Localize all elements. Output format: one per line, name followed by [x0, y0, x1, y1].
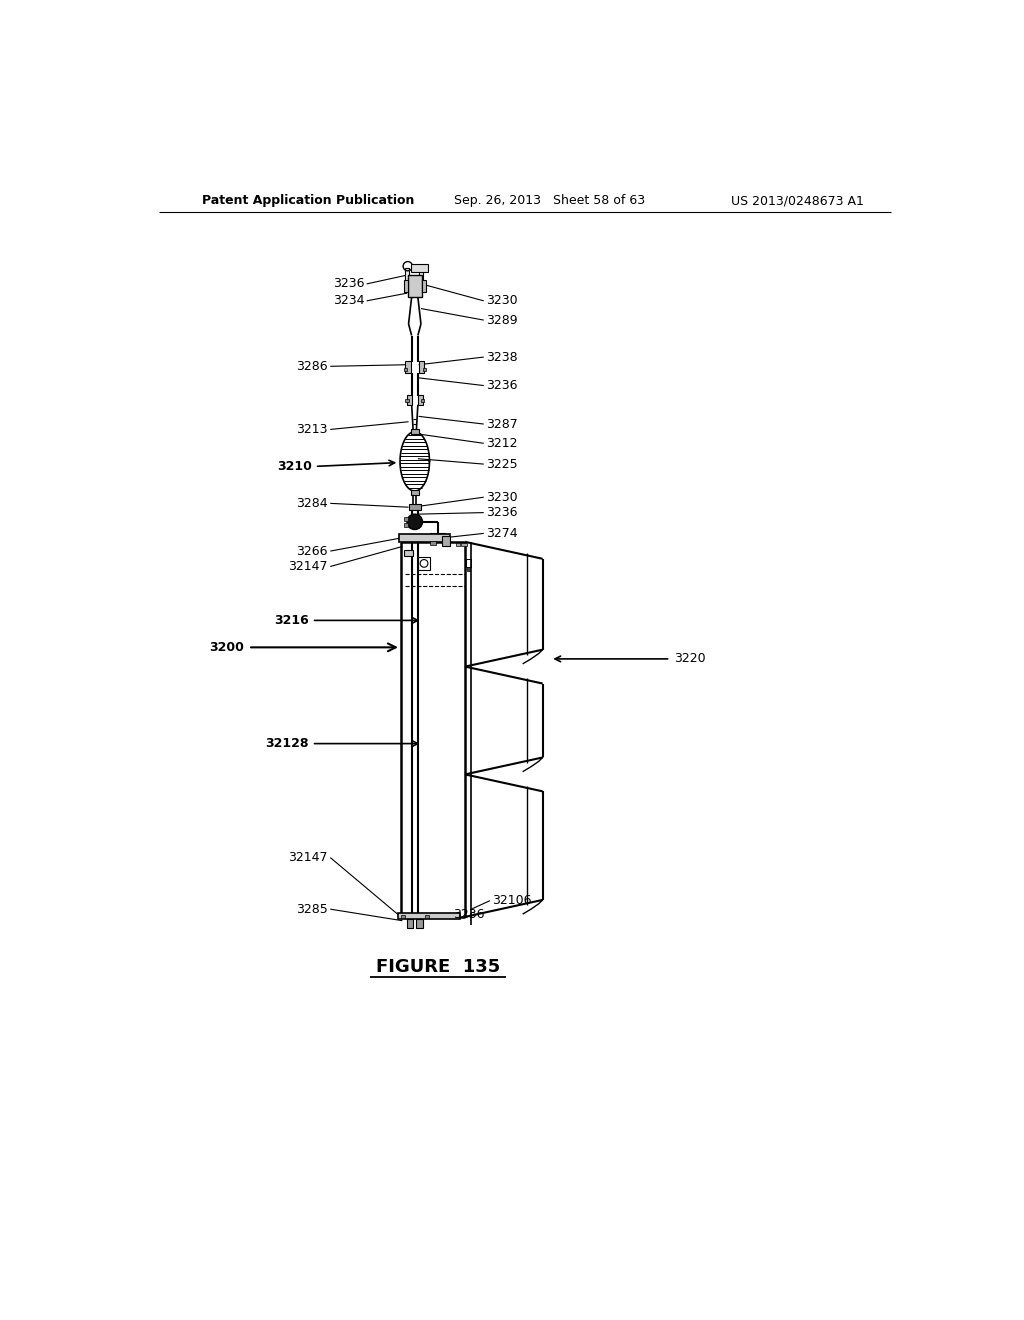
Bar	[399, 535, 450, 543]
Text: 3230: 3230	[486, 491, 518, 504]
Text: 3236: 3236	[333, 277, 365, 290]
Bar	[442, 536, 450, 546]
Bar	[421, 400, 424, 403]
Bar	[422, 280, 426, 293]
Text: 32128: 32128	[265, 737, 308, 750]
Text: 3236: 3236	[486, 506, 517, 519]
Bar	[417, 919, 423, 928]
Bar	[403, 549, 414, 556]
Text: US 2013/0248673 A1: US 2013/0248673 A1	[731, 194, 864, 207]
Bar	[418, 557, 430, 570]
Text: 3284: 3284	[296, 496, 328, 510]
Text: 32147: 32147	[289, 560, 328, 573]
Text: FIGURE  135: FIGURE 135	[376, 958, 500, 975]
Bar	[419, 360, 424, 374]
Bar	[406, 360, 411, 374]
Text: 3234: 3234	[333, 294, 365, 308]
Bar	[461, 543, 467, 546]
Bar	[406, 400, 409, 403]
Text: 3289: 3289	[486, 314, 518, 326]
Bar	[419, 268, 423, 289]
Text: 3200: 3200	[209, 640, 245, 653]
Bar	[467, 566, 470, 572]
Bar	[408, 276, 422, 297]
Text: 3210: 3210	[278, 459, 312, 473]
Text: 32147: 32147	[289, 851, 328, 865]
Text: 3286: 3286	[296, 360, 328, 372]
Bar	[400, 915, 404, 919]
Text: 3220: 3220	[675, 652, 706, 665]
Text: 3236: 3236	[454, 908, 485, 921]
Text: 3230: 3230	[486, 294, 518, 308]
Bar	[403, 368, 407, 371]
Text: 3216: 3216	[273, 614, 308, 627]
Bar	[411, 429, 419, 434]
Text: 3274: 3274	[486, 527, 518, 540]
Bar	[397, 913, 460, 919]
Bar	[403, 524, 408, 527]
Text: 3238: 3238	[486, 351, 518, 363]
Bar	[456, 543, 460, 546]
Text: Sep. 26, 2013   Sheet 58 of 63: Sep. 26, 2013 Sheet 58 of 63	[454, 194, 645, 207]
Text: 3212: 3212	[486, 437, 517, 450]
Bar	[430, 541, 436, 545]
Bar	[423, 368, 426, 371]
Text: 3285: 3285	[296, 903, 328, 916]
Bar	[406, 268, 410, 289]
Bar	[409, 504, 421, 511]
Text: 3266: 3266	[297, 545, 328, 557]
Circle shape	[407, 513, 423, 529]
Text: Patent Application Publication: Patent Application Publication	[202, 194, 414, 207]
Bar	[403, 280, 408, 293]
Bar	[407, 919, 414, 928]
Bar	[411, 264, 428, 272]
Bar	[466, 558, 471, 566]
Text: 3225: 3225	[486, 458, 518, 471]
Bar	[418, 395, 423, 405]
Bar	[411, 490, 419, 495]
Text: 3213: 3213	[297, 422, 328, 436]
Bar	[407, 395, 412, 405]
Bar	[425, 915, 429, 919]
Bar	[403, 517, 408, 521]
Text: 32106: 32106	[493, 894, 531, 907]
Text: 3236: 3236	[486, 379, 517, 392]
Text: 3287: 3287	[486, 417, 518, 430]
